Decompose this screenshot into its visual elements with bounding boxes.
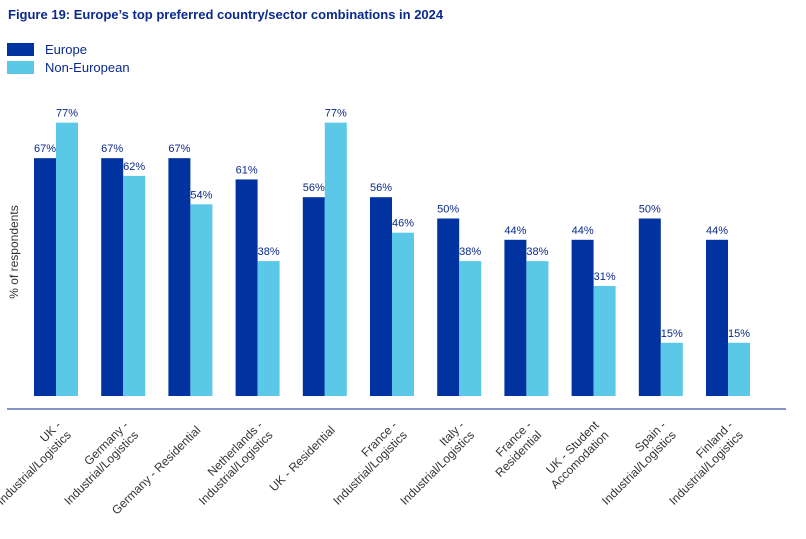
bar-europe-0	[34, 158, 56, 396]
bar-non-european-1	[123, 175, 146, 396]
bar-europe-4	[302, 197, 325, 396]
data-label-europe-4: 56%	[303, 182, 325, 194]
data-label-europe-7: 44%	[504, 225, 526, 237]
legend-item-non-european: Non-European	[7, 58, 130, 76]
data-label-non-european-2: 54%	[190, 189, 212, 201]
x-tick-label-0: UK -Industrial/Logistics	[0, 418, 74, 508]
bar-non-european-5	[392, 232, 414, 396]
bar-europe-5	[370, 197, 392, 396]
data-label-non-european-6: 38%	[459, 246, 481, 258]
legend-swatch-non-european	[7, 60, 34, 74]
x-tick-label-line: UK - Residential	[267, 423, 338, 494]
bar-non-european-6	[459, 261, 482, 396]
data-label-europe-10: 44%	[706, 225, 728, 237]
bar-europe-2	[168, 158, 191, 396]
data-label-non-european-5: 46%	[392, 218, 414, 230]
bar-non-european-4	[324, 122, 347, 397]
chart-title: Figure 19: Europe’s top preferred countr…	[8, 7, 444, 22]
data-label-non-european-3: 38%	[258, 246, 280, 258]
data-label-europe-1: 67%	[101, 143, 123, 155]
x-tick-label-7: France -Residential	[483, 418, 545, 480]
bar-non-european-3	[257, 261, 280, 396]
legend-label-europe: Europe	[45, 41, 87, 57]
data-label-non-european-8: 31%	[594, 271, 616, 283]
data-label-non-european-10: 15%	[728, 328, 750, 340]
legend-item-europe: Europe	[7, 40, 130, 58]
legend-label-non-european: Non-European	[45, 59, 130, 75]
bar-europe-6	[437, 218, 460, 396]
data-label-europe-3: 61%	[236, 164, 258, 176]
bar-non-european-0	[56, 122, 78, 397]
data-label-europe-8: 44%	[572, 225, 594, 237]
bar-non-european-9	[660, 342, 683, 396]
bar-non-european-7	[526, 261, 549, 396]
data-label-europe-6: 50%	[437, 204, 459, 216]
data-label-non-european-9: 15%	[661, 328, 683, 340]
data-label-non-european-0: 77%	[56, 108, 78, 120]
bar-europe-10	[706, 239, 728, 396]
bar-europe-3	[235, 179, 258, 396]
data-label-non-european-1: 62%	[123, 161, 145, 173]
data-label-europe-5: 56%	[370, 182, 392, 194]
x-tick-label-8: UK - StudentAccomodation	[538, 418, 612, 492]
bar-non-european-2	[190, 204, 213, 396]
bar-europe-9	[638, 218, 661, 396]
bar-europe-1	[101, 158, 124, 396]
x-tick-label-4: UK - Residential	[267, 423, 338, 494]
data-label-non-european-7: 38%	[526, 246, 548, 258]
data-label-europe-9: 50%	[639, 204, 661, 216]
bar-non-european-10	[728, 342, 750, 396]
data-label-europe-0: 67%	[34, 143, 56, 155]
legend-swatch-europe	[7, 42, 34, 56]
bar-europe-8	[571, 239, 594, 396]
data-label-europe-2: 67%	[168, 143, 190, 155]
legend: Europe Non-European	[7, 40, 130, 76]
bar-non-european-8	[593, 285, 616, 396]
data-label-non-european-4: 77%	[325, 108, 347, 120]
bar-europe-7	[504, 239, 527, 396]
